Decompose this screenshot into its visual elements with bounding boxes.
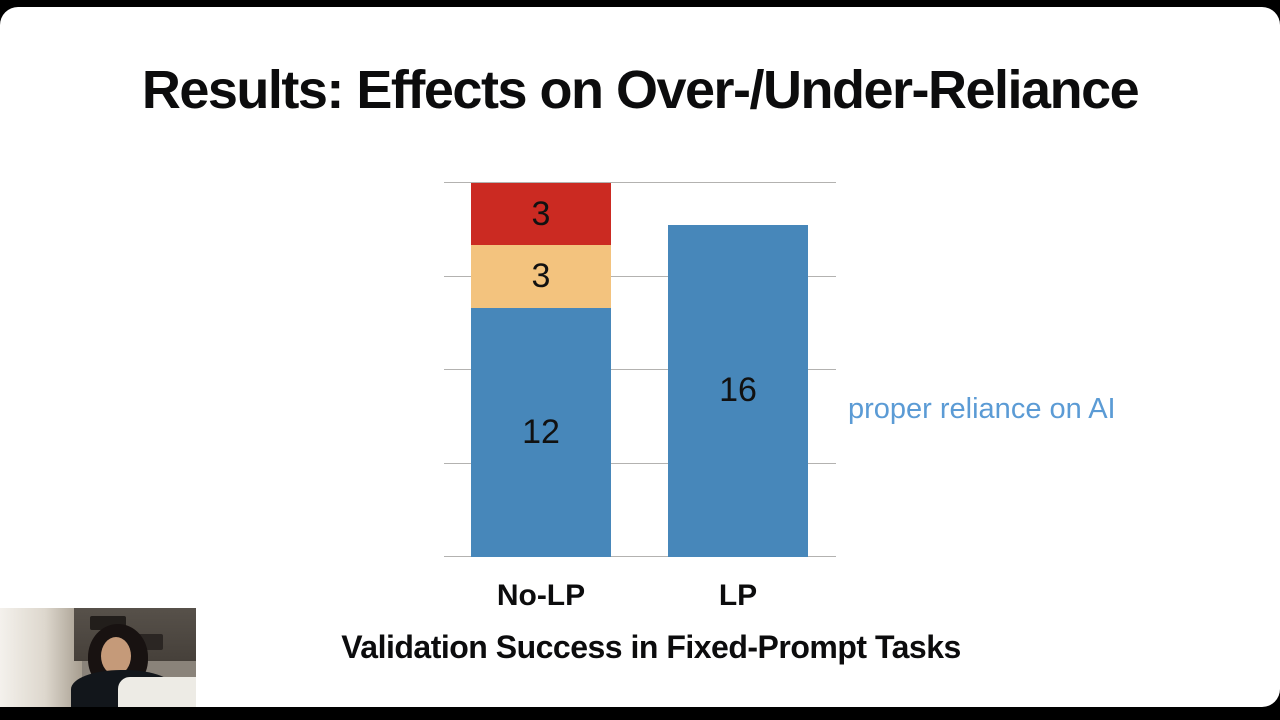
- couch-shape: [117, 677, 196, 707]
- gridline: [444, 462, 836, 464]
- bar-segment: 16: [668, 224, 808, 557]
- annotation-proper-reliance: proper reliance on AI: [848, 393, 1116, 425]
- bar-no-lp: 12 3 3: [471, 183, 611, 557]
- webcam-thumbnail: [0, 608, 196, 707]
- speaker-face: [100, 636, 131, 675]
- gridline: [444, 275, 836, 277]
- bar-value-label: 12: [522, 412, 560, 451]
- gridline: [444, 182, 836, 183]
- gridline: [444, 556, 836, 557]
- category-label-lp: LP: [718, 579, 758, 612]
- curtain-background: [0, 608, 83, 707]
- bar-segment: 3: [471, 245, 611, 308]
- stacked-bar-chart: 12 3 3 16 No-LP LP: [444, 182, 836, 612]
- chart-caption: Validation Success in Fixed-Prompt Tasks: [341, 629, 961, 665]
- gridline: [444, 369, 836, 370]
- bar-lp: 16: [668, 224, 808, 557]
- slide: Results: Effects on Over-/Under-Reliance…: [0, 7, 1280, 707]
- category-label-no-lp: No-LP: [496, 579, 586, 612]
- slide-title: Results: Effects on Over-/Under-Reliance: [141, 60, 1140, 120]
- bar-value-label: 3: [531, 257, 551, 295]
- bar-segment: 12: [471, 307, 611, 557]
- chart-category-labels: No-LP LP: [444, 579, 836, 619]
- bar-segment: 3: [471, 183, 611, 246]
- bar-value-label: 3: [531, 194, 551, 233]
- bar-value-label: 16: [719, 371, 757, 410]
